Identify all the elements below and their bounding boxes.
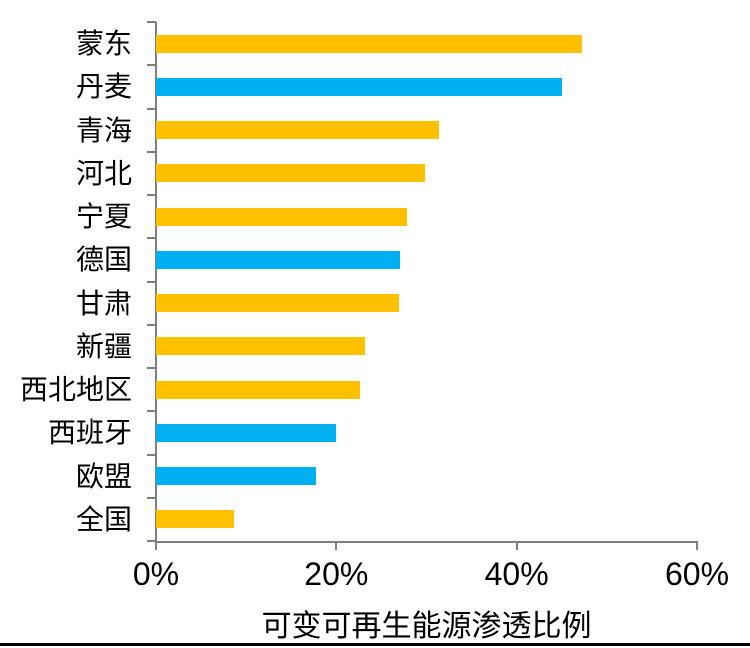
x-tick-label: 60%	[664, 556, 730, 592]
y-axis-tick	[147, 194, 156, 196]
bar	[156, 250, 401, 269]
bar	[156, 380, 360, 399]
category-label: 西班牙	[47, 416, 132, 450]
y-axis-tick	[147, 496, 156, 499]
x-tick-label: 40%	[484, 556, 549, 592]
category-label: 青海	[75, 113, 132, 147]
bar	[156, 207, 407, 226]
x-axis-tick	[155, 541, 157, 550]
bar	[156, 510, 235, 529]
bar	[156, 34, 583, 53]
bar	[156, 164, 425, 183]
y-axis-tick	[147, 64, 156, 67]
bar	[156, 294, 400, 313]
y-axis-tick	[147, 21, 156, 23]
x-axis-tick	[335, 541, 338, 550]
category-label: 甘肃	[75, 286, 132, 320]
y-axis-tick	[147, 107, 156, 110]
bar	[156, 121, 440, 140]
category-label: 西北地区	[19, 373, 132, 406]
category-label: 蒙东	[75, 27, 132, 60]
y-axis-tick	[147, 367, 156, 369]
bar	[156, 77, 562, 96]
x-axis-title: 可变可再生能源渗透比例	[261, 609, 592, 644]
y-axis-tick	[147, 237, 156, 240]
x-tick-label: 20%	[304, 556, 369, 592]
y-axis-tick	[147, 280, 156, 283]
category-label: 新疆	[75, 329, 132, 363]
bar	[156, 423, 337, 442]
y-axis-tick	[147, 453, 156, 456]
bottom-rule	[0, 643, 750, 646]
category-label: 河北	[75, 156, 132, 190]
x-axis-tick	[515, 541, 518, 550]
category-label: 欧盟	[75, 459, 132, 493]
y-axis-tick	[147, 540, 156, 542]
y-axis-tick	[147, 323, 156, 326]
x-axis-tick	[696, 541, 698, 550]
y-axis-line	[155, 22, 157, 543]
category-label: 德国	[75, 243, 132, 277]
y-axis-tick	[147, 410, 156, 413]
x-axis-line	[155, 541, 698, 543]
category-label: 全国	[75, 502, 132, 536]
bar	[156, 467, 317, 486]
x-tick-label: 0%	[132, 556, 180, 592]
category-label: 丹麦	[75, 70, 132, 104]
bar	[156, 337, 366, 356]
y-axis-tick	[147, 150, 156, 153]
category-label: 宁夏	[75, 200, 132, 233]
